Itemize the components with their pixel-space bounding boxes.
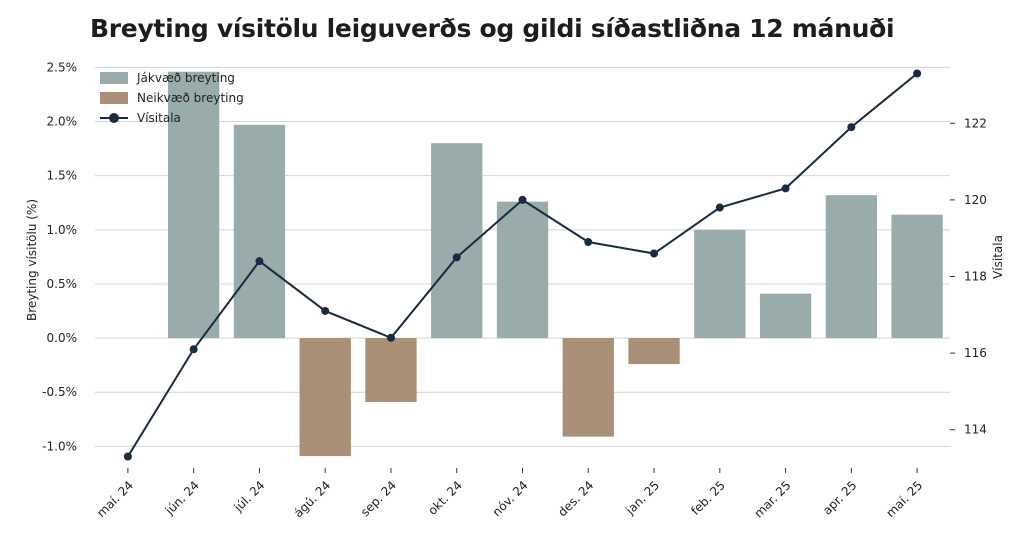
- index-point: [386, 333, 395, 342]
- y2-tick-label: 120: [964, 193, 987, 207]
- y-tick-label: 0.0%: [47, 331, 78, 345]
- index-point: [650, 249, 659, 258]
- bar-positive: [694, 229, 746, 339]
- y2-axis-ticks: 114 116 118 120 122: [950, 116, 987, 437]
- y-tick-label: -0.5%: [42, 385, 77, 399]
- bar-positive: [168, 71, 220, 339]
- x-tick-label: júl. 24: [231, 478, 268, 515]
- y-axis-ticks: -1.0% -0.5% 0.0% 0.5% 1.0% 1.5% 2.0% 2.5%: [42, 60, 77, 453]
- bar-negative: [365, 338, 417, 402]
- legend: Jákvæð breyting Neikvæð breyting Vísitala: [100, 71, 244, 125]
- bar-positive: [496, 201, 549, 339]
- y-tick-label: 1.5%: [47, 169, 78, 183]
- y2-tick-label: 114: [964, 423, 987, 437]
- index-line: [123, 69, 922, 461]
- x-tick-label: maí. 25: [883, 478, 925, 520]
- bar-negative: [299, 338, 351, 457]
- index-point: [255, 257, 264, 266]
- x-tick-label: feb. 25: [688, 478, 728, 518]
- x-tick-label: jan. 25: [622, 478, 662, 518]
- x-tick-label: okt. 24: [425, 478, 465, 518]
- index-point: [715, 203, 724, 212]
- y2-axis-label: Vísitala: [991, 235, 1005, 279]
- bar-positive: [891, 214, 943, 339]
- index-point: [452, 253, 461, 262]
- legend-label: Jákvæð breyting: [136, 71, 235, 85]
- index-point: [518, 195, 527, 204]
- x-tick-label: sep. 24: [358, 478, 399, 519]
- index-point: [913, 69, 922, 78]
- index-point: [847, 123, 856, 132]
- legend-swatch: [100, 72, 128, 84]
- legend-point-swatch: [109, 113, 119, 123]
- index-point: [123, 452, 132, 461]
- x-tick-label: mar. 25: [751, 478, 793, 520]
- bar-negative: [628, 338, 680, 365]
- legend-label: Vísitala: [137, 111, 181, 125]
- x-tick-label: des. 24: [555, 478, 596, 519]
- bar-positive: [825, 195, 877, 339]
- y-tick-label: 0.5%: [47, 277, 78, 291]
- y-tick-label: -1.0%: [42, 439, 77, 453]
- x-tick-label: maí. 24: [94, 478, 136, 520]
- bar-positive: [759, 293, 812, 339]
- legend-label: Neikvæð breyting: [137, 91, 244, 105]
- chart-title: Breyting vísitölu leiguverðs og gildi sí…: [90, 14, 895, 43]
- y-tick-label: 1.0%: [47, 223, 78, 237]
- index-point: [189, 345, 198, 354]
- legend-swatch: [100, 92, 128, 104]
- x-tick-label: jún. 24: [162, 478, 202, 518]
- y-tick-label: 2.5%: [47, 60, 78, 74]
- y2-tick-label: 122: [964, 116, 987, 130]
- bars: [168, 71, 943, 457]
- bar-positive: [233, 124, 286, 339]
- index-point: [584, 238, 593, 247]
- x-axis-ticks: maí. 24 jún. 24 júl. 24 ágú. 24 sep. 24 okt. …: [94, 468, 925, 520]
- y2-tick-label: 116: [964, 346, 987, 360]
- x-tick-label: apr. 25: [820, 478, 859, 517]
- bar-positive: [431, 143, 483, 339]
- y-axis-label: Breyting vísitölu (%): [25, 199, 39, 321]
- x-tick-label: ágú. 24: [291, 478, 333, 520]
- y2-tick-label: 118: [964, 269, 987, 283]
- bar-negative: [562, 338, 614, 437]
- index-point: [321, 306, 330, 315]
- y-tick-label: 2.0%: [47, 115, 78, 129]
- x-tick-label: nóv. 24: [490, 478, 531, 519]
- index-point: [781, 184, 790, 193]
